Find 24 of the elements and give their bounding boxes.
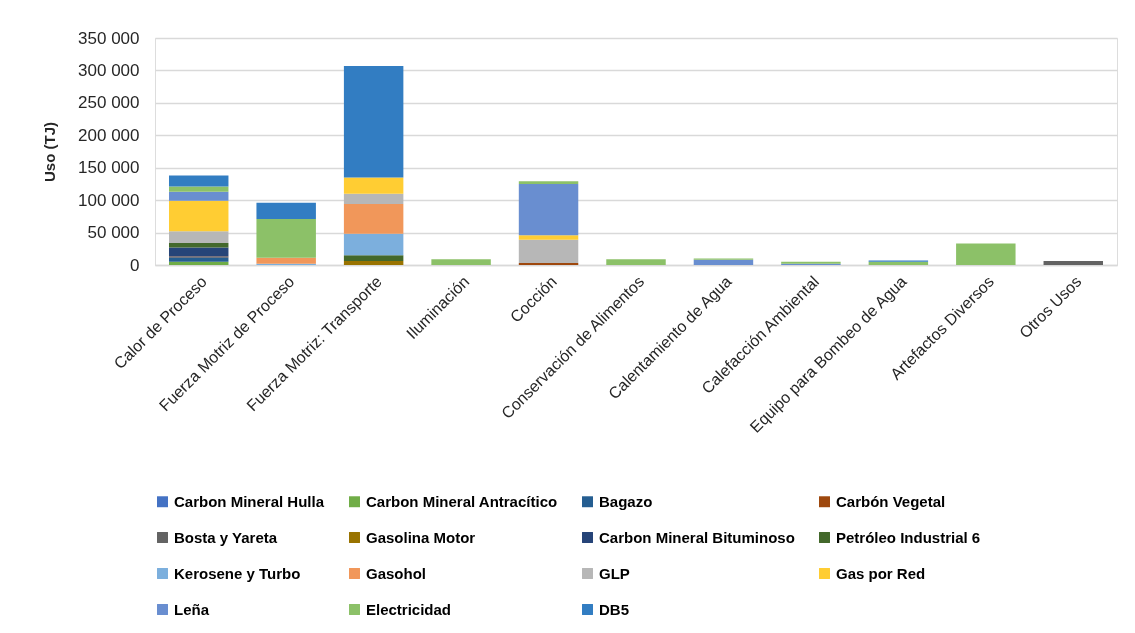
legend-label: GLP [599,564,630,582]
legend-label: Electricidad [366,600,452,618]
legend-label: Bosta y Yareta [174,528,278,546]
y-tick-label: 350 000 [78,28,140,48]
legend-label: Kerosene y Turbo [174,564,301,582]
legend-label: Carbon Mineral Bituminoso [599,528,795,546]
y-axis-title: Uso (TJ) [41,122,59,182]
legend-label: Bagazo [599,492,653,510]
y-tick-label: 200 000 [78,125,140,145]
y-tick-label: 300 000 [78,60,140,80]
legend-label: Carbon Mineral Hulla [174,492,325,510]
legend-label: DB5 [599,600,630,618]
legend-label: Gas por Red [836,564,926,582]
legend-label: Gasohol [366,564,427,582]
legend-label: Carbón Vegetal [836,492,946,510]
legend-label: Leña [174,600,210,618]
legend-label: Carbon Mineral Antracítico [366,492,558,510]
legend-label: Gasolina Motor [366,528,476,546]
y-tick-label: 50 000 [87,223,140,243]
y-tick-label: 100 000 [78,190,140,210]
legend-label: Petróleo Industrial 6 [836,528,981,546]
y-tick-label: 0 [130,255,140,275]
y-tick-label: 250 000 [78,93,140,113]
y-tick-label: 150 000 [78,158,140,178]
